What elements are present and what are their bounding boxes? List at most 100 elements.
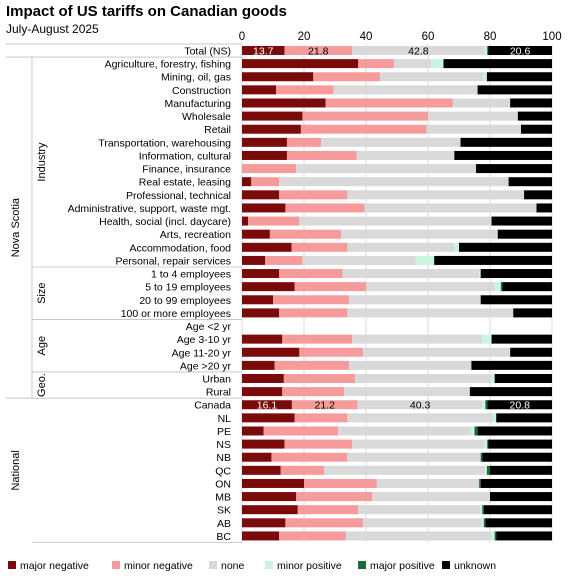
bar-segment bbox=[242, 164, 297, 174]
bar-segment bbox=[431, 59, 444, 69]
category-label: 100 or more employees bbox=[121, 308, 231, 320]
bar-segment bbox=[362, 347, 511, 357]
bar-segment bbox=[496, 531, 552, 541]
bar-segment bbox=[242, 177, 252, 187]
bar-segment bbox=[280, 465, 325, 475]
bar-segment bbox=[497, 229, 552, 239]
bar-segment bbox=[480, 505, 483, 515]
bar-segment bbox=[242, 465, 281, 475]
bar-segment bbox=[313, 72, 380, 82]
bar-segment bbox=[242, 478, 304, 488]
group-label: Age bbox=[36, 336, 48, 356]
bar-segment bbox=[242, 124, 301, 134]
bar-segment bbox=[494, 374, 552, 383]
bar-segment bbox=[299, 216, 492, 226]
bar-segment bbox=[325, 98, 453, 108]
category-label: Construction bbox=[172, 85, 231, 97]
bar-segment bbox=[242, 46, 285, 55]
bar-segment bbox=[428, 111, 518, 121]
bar-segment bbox=[474, 426, 478, 436]
bar-segment bbox=[283, 374, 356, 383]
bar-segment bbox=[490, 492, 552, 502]
bar-segment bbox=[493, 413, 497, 423]
bar-segment bbox=[242, 308, 280, 318]
bar-segment bbox=[279, 190, 348, 200]
bar-segment bbox=[482, 334, 492, 344]
data-label: 42.8 bbox=[408, 46, 429, 58]
bar-segment bbox=[296, 492, 373, 502]
category-label: Canada bbox=[194, 400, 231, 412]
bar-segment bbox=[242, 282, 295, 292]
category-label: Information, cultural bbox=[139, 150, 231, 162]
category-label: BC bbox=[216, 531, 231, 543]
bar-segment bbox=[485, 400, 488, 410]
bar-segment bbox=[426, 124, 521, 134]
bar-segment bbox=[393, 59, 432, 69]
outer-group-label: Nova Scotia bbox=[10, 197, 22, 257]
bar-segment bbox=[242, 413, 295, 423]
x-tick-label: 60 bbox=[422, 31, 435, 43]
bar-segment bbox=[347, 413, 494, 423]
bar-segment bbox=[286, 150, 357, 160]
bar-segment bbox=[321, 137, 461, 147]
chart-title: Impact of US tariffs on Canadian goods bbox=[6, 3, 287, 20]
bar-segment bbox=[459, 242, 552, 252]
bar-segment bbox=[279, 531, 346, 541]
bar-segment bbox=[242, 295, 273, 305]
bar-segment bbox=[487, 439, 489, 449]
bar-segment bbox=[479, 269, 481, 279]
bar-segment bbox=[242, 150, 287, 160]
x-tick-label: 20 bbox=[298, 31, 311, 43]
bar-segment bbox=[344, 387, 470, 397]
bar-segment bbox=[357, 400, 483, 410]
category-label: 1 to 4 employees bbox=[151, 269, 231, 281]
legend-swatch bbox=[265, 561, 273, 569]
bar-segment bbox=[345, 531, 492, 541]
bar-segment bbox=[242, 85, 277, 95]
bar-segment bbox=[513, 308, 552, 318]
bar-segment bbox=[491, 531, 495, 541]
bar-segment bbox=[471, 426, 475, 436]
category-label: Administrative, support, waste mgt. bbox=[68, 203, 231, 215]
category-label: Age <2 yr bbox=[186, 321, 232, 333]
bar-segment bbox=[338, 426, 472, 436]
bar-segment bbox=[454, 150, 552, 160]
data-label: 20.6 bbox=[510, 46, 531, 58]
category-label: Transportation, warehousing bbox=[98, 137, 231, 149]
legend-label: minor positive bbox=[277, 560, 342, 572]
legend: major negative minor negative none minor po… bbox=[8, 560, 496, 572]
bar-segment bbox=[276, 85, 334, 95]
bar-segment bbox=[510, 98, 552, 108]
bar-segment bbox=[299, 347, 363, 357]
bar-segment bbox=[372, 492, 490, 502]
data-label: 20.8 bbox=[510, 400, 531, 412]
data-label: 21.2 bbox=[315, 400, 336, 412]
bar-segment bbox=[242, 269, 280, 279]
category-label: NS bbox=[216, 439, 231, 451]
bar-segment bbox=[242, 59, 359, 69]
bar-segment bbox=[494, 282, 501, 292]
data-label: 13.7 bbox=[253, 46, 274, 58]
category-label: NB bbox=[216, 452, 231, 464]
bar-segment bbox=[296, 164, 477, 174]
bar-segment bbox=[484, 46, 488, 55]
category-label: ON bbox=[215, 478, 231, 490]
bar-segment bbox=[486, 72, 552, 82]
bar-segment bbox=[347, 242, 455, 252]
bar-segment bbox=[274, 360, 349, 370]
bar-segment bbox=[379, 72, 484, 82]
bar-segment bbox=[355, 374, 492, 383]
bar-segment bbox=[263, 426, 339, 436]
bar-segment bbox=[460, 137, 552, 147]
bar-segment bbox=[242, 518, 286, 528]
group-label: Size bbox=[36, 283, 48, 304]
category-label: AB bbox=[217, 518, 231, 530]
bar-segment bbox=[242, 452, 272, 462]
category-label: Age 11-20 yr bbox=[172, 347, 232, 359]
bar-segment bbox=[242, 387, 283, 397]
bar-segment bbox=[491, 374, 495, 383]
bar-segment bbox=[242, 111, 303, 121]
legend-swatch bbox=[442, 561, 450, 569]
category-label: PE bbox=[217, 426, 231, 438]
